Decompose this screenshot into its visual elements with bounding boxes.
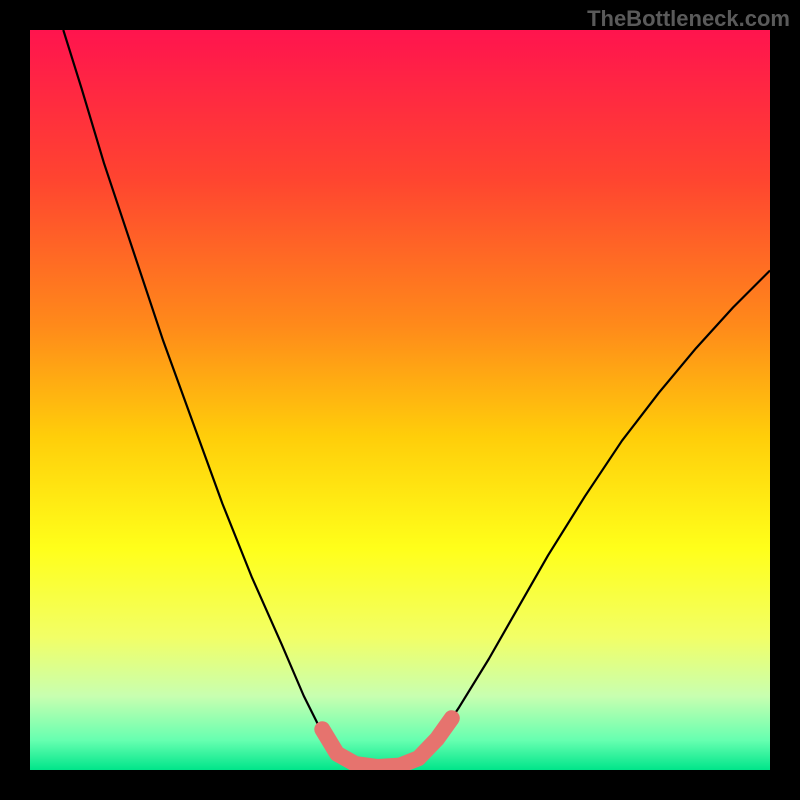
bottleneck-curve — [63, 30, 770, 770]
chart-svg — [30, 30, 770, 770]
highlight-segment — [322, 718, 452, 767]
watermark-text: TheBottleneck.com — [587, 6, 790, 32]
plot-container — [30, 30, 770, 770]
